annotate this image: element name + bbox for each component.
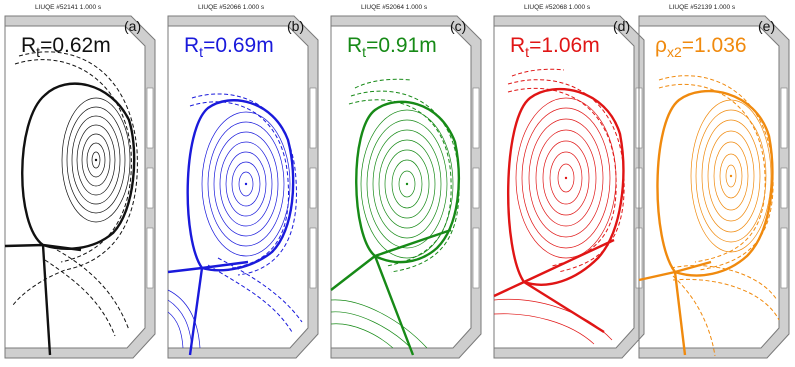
- label-value: =0.62m: [40, 34, 111, 57]
- panel-b: LIUQE #52066 1.000 s (b): [167, 4, 319, 359]
- label-main: R: [347, 34, 362, 57]
- panel-e: LIUQE #52139 1.000 s (e) ρx2=1.03: [638, 4, 790, 359]
- separatrix: [638, 89, 774, 356]
- label-main: R: [184, 34, 199, 57]
- svg-text:Rt=1.06m: Rt=1.06m: [510, 34, 600, 60]
- label-value: =1.036: [682, 34, 747, 57]
- panel-label: Rt=0.91m: [347, 34, 437, 60]
- panel-d: LIUQE #52068 1.000 s (d) Rt=1.06m: [493, 4, 645, 359]
- vessel-wall: [167, 15, 319, 359]
- label-sub: t: [525, 44, 529, 60]
- separatrix: [330, 100, 460, 356]
- vessel-wall: [638, 15, 790, 359]
- vessel-wall: [4, 15, 156, 359]
- panel-header: LIUQE #52068 1.000 s: [524, 4, 591, 11]
- scrape-off-layer: [507, 68, 625, 273]
- label-sub: t: [36, 44, 40, 60]
- separatrix: [493, 87, 625, 334]
- panel-label: Rt=0.69m: [184, 34, 274, 60]
- panel-header: LIUQE #52139 1.000 s: [669, 4, 736, 11]
- flux-surfaces: [61, 97, 131, 223]
- separatrix: [4, 82, 136, 356]
- panel-tag: (e): [758, 18, 775, 34]
- svg-text:Rt=0.69m: Rt=0.69m: [184, 34, 274, 60]
- label-value: =0.91m: [366, 34, 437, 57]
- label-value: =1.06m: [529, 34, 600, 57]
- label-value: =0.69m: [203, 34, 274, 57]
- panel-label: ρx2=1.036: [655, 34, 747, 60]
- panel-tag: (a): [124, 18, 141, 34]
- panel-tag: (b): [287, 18, 304, 34]
- scrape-off-layer: [12, 51, 138, 337]
- panel-tag: (d): [613, 18, 630, 34]
- magnetic-axis: [564, 176, 568, 180]
- label-sub: x2: [667, 44, 682, 60]
- label-main: R: [510, 34, 525, 57]
- panel-label: Rt=0.62m: [21, 34, 111, 60]
- flux-surfaces: [493, 97, 617, 345]
- magnetic-axis: [244, 182, 248, 186]
- label-main: ρ: [655, 34, 667, 57]
- label-sub: t: [362, 44, 366, 60]
- svg-text:Rt=0.91m: Rt=0.91m: [347, 34, 437, 60]
- flux-surfaces: [330, 109, 454, 349]
- panel-a: LIUQE #52141 1.000 s (a) Rt=0.62m: [4, 4, 156, 359]
- scrape-off-layer: [189, 93, 303, 333]
- flux-surfaces: [167, 111, 291, 349]
- panel-header: LIUQE #52064 1.000 s: [361, 4, 428, 11]
- vessel-wall: [330, 15, 482, 359]
- panel-header: LIUQE #52141 1.000 s: [35, 4, 102, 11]
- flux-surfaces: [690, 99, 772, 253]
- label-sub: t: [199, 44, 203, 60]
- separatrix: [167, 99, 295, 356]
- magnetic-axis: [94, 158, 98, 162]
- magnetic-axis: [405, 182, 409, 186]
- svg-text:ρx2=1.036: ρx2=1.036: [655, 34, 747, 60]
- magnetic-axis: [729, 174, 733, 178]
- panel-header: LIUQE #52066 1.000 s: [198, 4, 265, 11]
- panel-c: LIUQE #52064 1.000 s (c) R: [330, 4, 482, 359]
- svg-text:Rt=0.62m: Rt=0.62m: [21, 34, 111, 60]
- label-main: R: [21, 34, 36, 57]
- panel-label: Rt=1.06m: [510, 34, 600, 60]
- panel-tag: (c): [450, 18, 466, 34]
